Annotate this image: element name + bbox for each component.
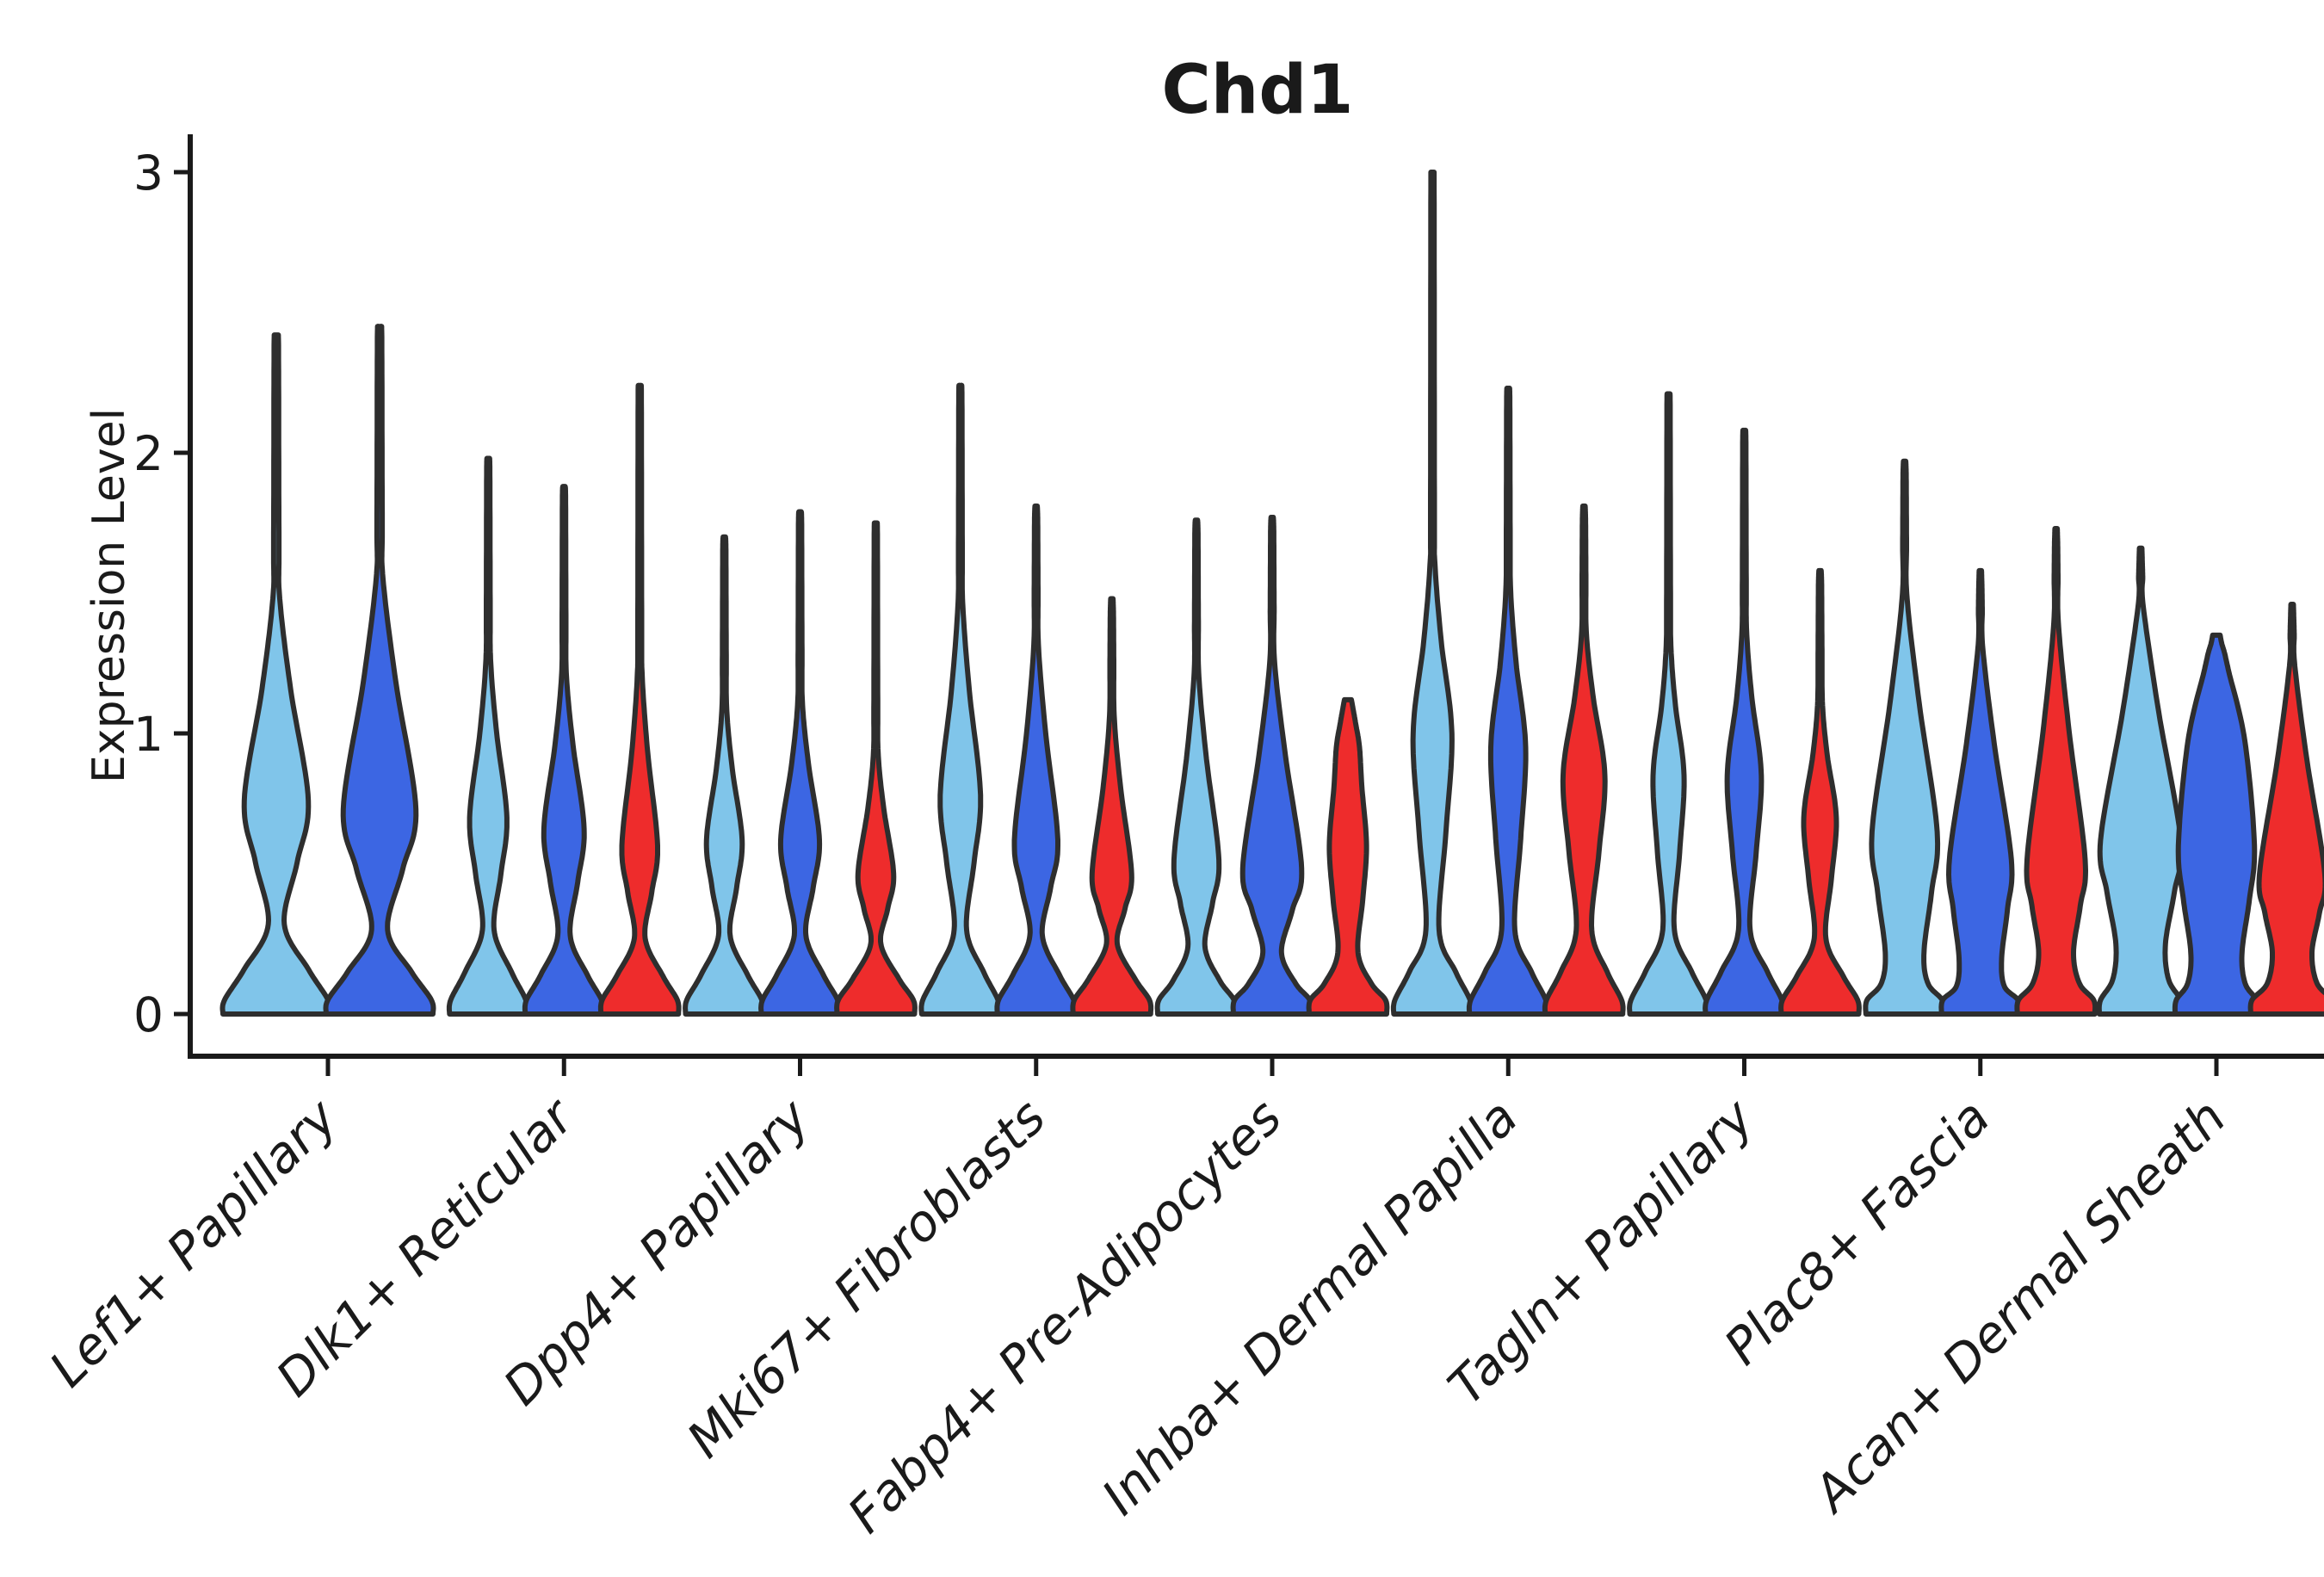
y-tick-label: 0 (133, 987, 164, 1042)
y-tick-label: 3 (133, 145, 164, 201)
violin-mki67-fibroblasts-dark_blue (994, 503, 1079, 1017)
violin-dlk1-reticular-light_blue (446, 455, 530, 1017)
violin-mki67-fibroblasts-light_blue (918, 382, 1003, 1017)
violin-lef1-papillary-dark_blue (323, 324, 436, 1017)
violin-lef1-papillary-light_blue (219, 332, 333, 1017)
violin-dpp4-papillary-dark_blue (758, 509, 842, 1017)
violin-plac8-fascia-dark_blue (1938, 567, 2023, 1017)
y-tick-label: 2 (133, 426, 164, 481)
violin-tagln-papillary-dark_blue (1703, 427, 1786, 1017)
violin-fabp4-pre-adipocytes-dark_blue (1230, 515, 1314, 1017)
violin-mki67-fibroblasts-red (1070, 596, 1154, 1017)
violin-acan-dermal-sheath-red (2247, 602, 2324, 1017)
violin-inhba-dermal-papilla-red (1542, 503, 1626, 1017)
violin-plot-figure: Chd1 Expression Level 0 1 2 3 Lef1+ Papillary D… (34, 14, 2324, 1563)
y-tick-label: 1 (133, 707, 164, 762)
violin-dpp4-papillary-light_blue (683, 534, 766, 1017)
violin-dlk1-reticular-dark_blue (522, 484, 606, 1017)
violin-tagln-papillary-red (1778, 567, 1862, 1017)
violin-acan-dermal-sheath-dark_blue (2172, 632, 2261, 1017)
y-axis-label: Expression Level (83, 408, 135, 783)
violin-plac8-fascia-red (2014, 526, 2098, 1017)
violin-inhba-dermal-papilla-dark_blue (1466, 386, 1550, 1017)
violin-acan-dermal-sheath-light_blue (2096, 545, 2185, 1017)
violin-tagln-papillary-light_blue (1627, 391, 1710, 1017)
violin-dlk1-reticular-red (597, 382, 682, 1017)
violin-fabp4-pre-adipocytes-light_blue (1154, 517, 1239, 1017)
violin-inhba-dermal-papilla-light_blue (1390, 170, 1474, 1017)
violin-fabp4-pre-adipocytes-red (1306, 696, 1390, 1017)
chart-title: Chd1 (1162, 52, 1354, 129)
violin-dpp4-papillary-red (834, 520, 918, 1017)
violin-plac8-fascia-light_blue (1863, 458, 1947, 1017)
